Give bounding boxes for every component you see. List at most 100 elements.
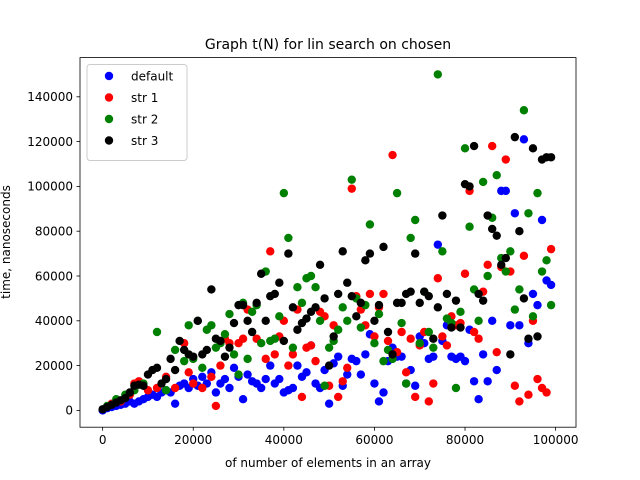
data-point [225,343,234,352]
data-point [243,354,252,364]
data-point [433,274,443,283]
data-point [302,368,311,377]
data-point [293,361,302,370]
data-point [347,184,356,193]
data-point [474,289,483,299]
data-point [456,307,465,317]
y-tick-label: 120000 [27,135,73,149]
data-point [488,224,497,234]
data-point [193,316,202,325]
data-point [266,247,275,256]
data-point [406,287,415,296]
data-point [474,316,483,325]
data-point [338,303,347,312]
data-point [279,336,289,346]
data-point [506,321,515,330]
data-point [211,388,221,397]
data-point [161,386,171,395]
data-point [288,343,298,352]
data-point [152,327,162,337]
data-point [478,350,488,359]
data-point [207,285,216,294]
data-point [234,370,243,379]
data-point [478,296,488,305]
data-point [469,327,479,337]
data-point [506,247,515,256]
data-point [324,343,334,352]
data-point [311,356,320,366]
data-point [198,383,207,393]
data-point [497,260,506,269]
data-point [361,350,370,359]
data-point [501,155,510,164]
data-point [524,334,533,343]
data-point [374,300,384,310]
data-point [243,316,252,325]
data-point [270,350,279,359]
data-point [379,356,388,366]
data-point [333,289,343,299]
data-point [356,370,366,379]
data-point [515,227,524,236]
data-point [469,141,479,151]
data-point [429,334,438,343]
data-point [510,381,520,390]
data-point [415,339,424,348]
data-point [238,300,248,310]
data-point [365,249,375,258]
data-point [170,383,180,393]
data-point [207,321,216,330]
y-tick-label: 140000 [27,90,73,104]
data-point [324,361,334,370]
data-point [524,390,533,399]
data-point [501,267,510,276]
data-point [170,365,180,375]
data-point [365,220,375,229]
data-point [542,388,551,397]
x-tick-label: 80000 [446,433,484,447]
y-tick-label: 80000 [35,225,73,239]
data-point [275,278,284,287]
data-point [121,393,130,403]
data-point [266,361,275,370]
data-point [374,397,384,406]
data-point [211,401,221,411]
data-point [261,354,270,364]
data-point [247,307,257,317]
data-point [411,381,420,390]
data-point [225,383,234,393]
data-point [338,377,347,386]
y-axis-label: time, nanoseconds [0,185,13,299]
data-point [293,325,302,334]
data-point [519,106,529,115]
data-point [306,341,316,350]
data-point [401,379,411,388]
data-point [492,347,501,357]
data-point [152,363,162,373]
data-point [411,249,420,258]
data-point [469,377,479,386]
data-point [483,260,492,269]
y-tick-label: 100000 [27,180,73,194]
data-point [546,244,556,254]
data-point [424,397,433,406]
legend-marker [104,136,114,145]
data-point [347,175,356,184]
legend-label: str 2 [131,113,158,127]
data-point [306,271,316,281]
data-point [238,395,248,404]
data-point [515,397,524,406]
data-point [207,372,216,381]
data-point [279,188,289,198]
data-point [311,303,320,312]
data-point [429,379,438,388]
data-point [220,330,230,339]
chart-title: Graph t(N) for lin search on chosen [205,37,451,53]
data-point [528,289,538,299]
data-point [537,267,547,276]
data-point [460,356,470,366]
data-point [189,352,198,361]
series-default [98,135,556,415]
data-point [198,363,207,373]
data-point [338,247,347,256]
